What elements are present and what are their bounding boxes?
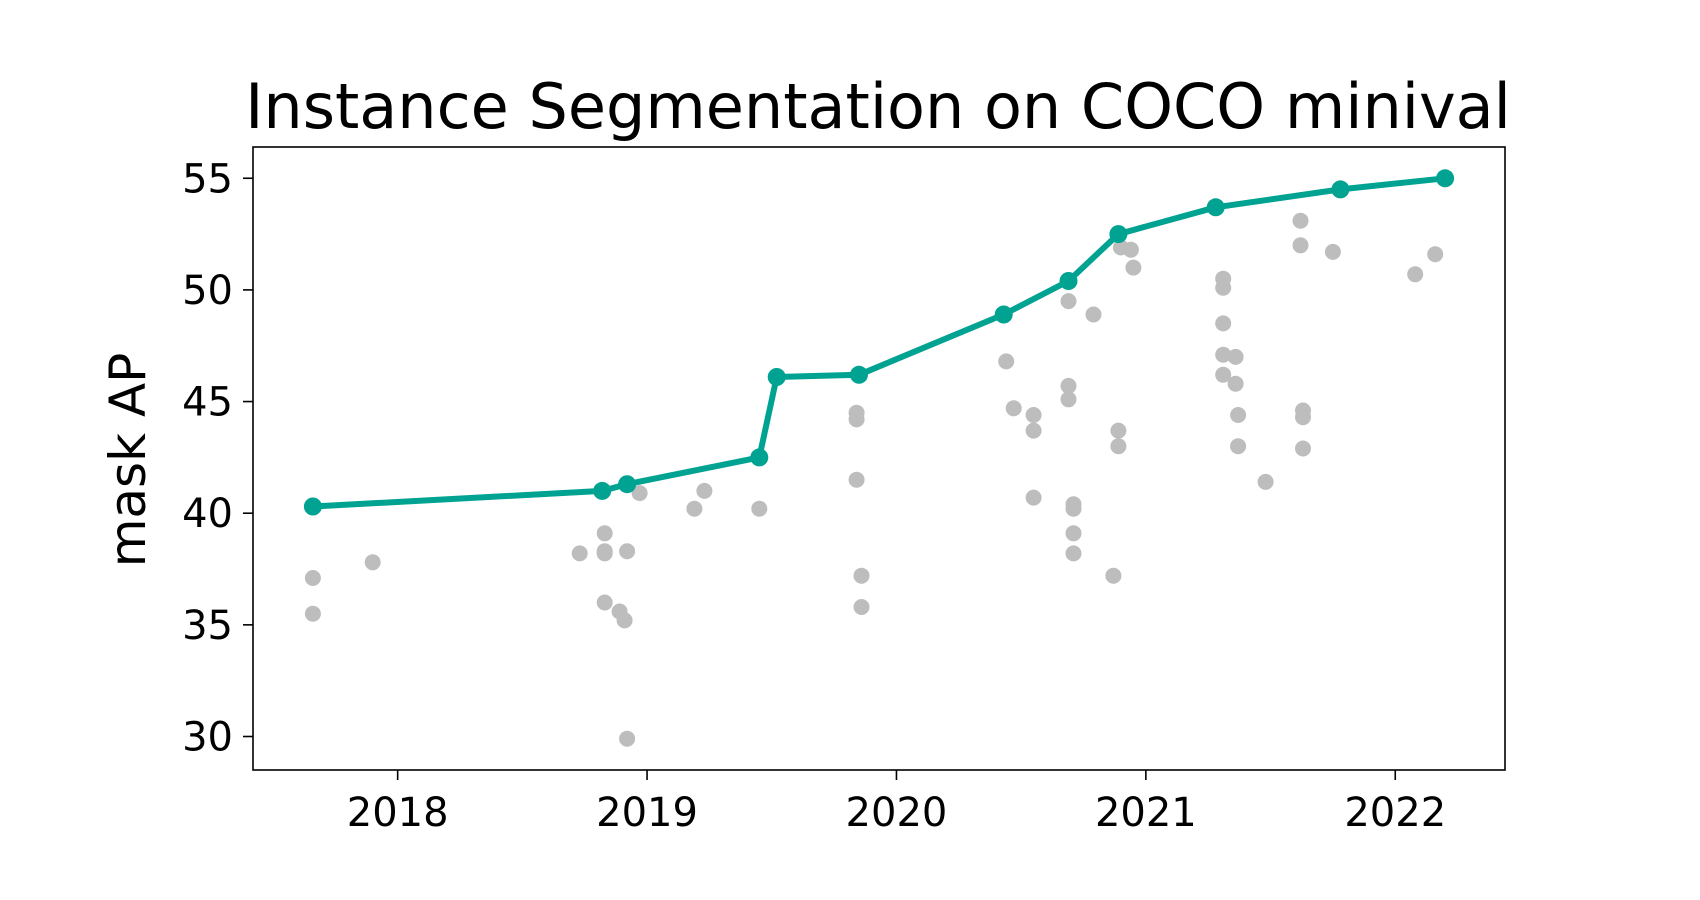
- scatter-point: [1122, 241, 1139, 258]
- scatter-point: [1060, 377, 1077, 394]
- scatter-point: [1230, 407, 1247, 423]
- scatter-point: [1085, 306, 1102, 323]
- scatter-point: [304, 605, 321, 622]
- frontier-point: [618, 475, 637, 494]
- scatter-point: [1227, 375, 1244, 392]
- x-tick-label: 2021: [1095, 790, 1197, 836]
- scatter-point: [1215, 346, 1232, 363]
- x-tick-label: 2020: [846, 790, 948, 836]
- scatter-point: [1227, 348, 1244, 365]
- scatter-point: [596, 543, 613, 560]
- scatter-point: [1215, 279, 1232, 296]
- frontier-point: [303, 497, 322, 516]
- scatter-point: [1105, 567, 1122, 584]
- y-axis-label: mask AP: [99, 353, 157, 568]
- scatter-point: [1215, 315, 1232, 332]
- scatter-point: [596, 525, 613, 542]
- scatter-point: [1257, 473, 1274, 490]
- frontier-line: [309, 175, 1449, 510]
- scatter-point: [686, 500, 703, 517]
- scatter-point: [848, 471, 865, 488]
- y-tick-label: 30: [182, 715, 233, 761]
- scatter-point: [1215, 366, 1232, 383]
- chart-title: Instance Segmentation on COCO minival: [245, 70, 1511, 143]
- scatter-point: [1025, 407, 1042, 423]
- scatter-point: [1065, 500, 1082, 517]
- frontier-point: [767, 368, 786, 386]
- x-tick-label: 2018: [347, 790, 449, 836]
- scatter-point: [853, 599, 870, 615]
- scatter-point: [596, 594, 613, 611]
- scatter-point: [1110, 438, 1127, 455]
- scatter-point: [1125, 259, 1142, 276]
- scatter-point: [696, 482, 713, 499]
- scatter-point: [1292, 237, 1309, 254]
- scatter-point: [616, 612, 633, 629]
- frontier-point: [1436, 169, 1455, 188]
- frontier-point: [593, 481, 612, 500]
- scatter-point: [853, 567, 870, 584]
- scatter-point: [1407, 266, 1424, 283]
- scatter-point: [1060, 293, 1077, 310]
- y-tick-label: 40: [182, 491, 233, 537]
- scatter-point: [1065, 545, 1082, 562]
- scatter-point: [1110, 422, 1127, 439]
- y-axis: 30 35 40 45 50 55: [182, 156, 253, 761]
- y-tick-label: 45: [182, 380, 233, 426]
- x-axis: 2018 2019 2020 2021 2022: [347, 770, 1446, 836]
- y-tick-label: 50: [182, 268, 233, 314]
- scatter-point: [998, 353, 1015, 370]
- x-tick-label: 2019: [596, 790, 698, 836]
- scatter-point: [1427, 246, 1444, 263]
- frontier-point: [994, 305, 1013, 324]
- scatter-point: [1065, 525, 1082, 542]
- plot-area: [303, 169, 1455, 747]
- x-tick-label: 2022: [1344, 790, 1446, 836]
- scatter-point: [751, 500, 768, 517]
- frontier-point: [750, 448, 769, 467]
- scatter-point: [571, 545, 588, 562]
- scatter-point: [1060, 391, 1077, 408]
- frontier-point: [1206, 198, 1225, 217]
- scatter-point: [1292, 212, 1309, 229]
- scatter-point: [1230, 438, 1247, 455]
- y-tick-label: 35: [182, 603, 233, 649]
- frontier-point: [1059, 272, 1078, 290]
- scatter-point: [1025, 422, 1042, 439]
- scatter-point: [1324, 243, 1341, 260]
- scatter-point: [304, 570, 321, 586]
- scatter-point: [619, 543, 636, 560]
- scatter-point: [1005, 400, 1022, 417]
- scatter-point: [1025, 489, 1042, 506]
- scatter-point: [364, 554, 381, 571]
- y-tick-label: 55: [182, 156, 233, 202]
- frontier-point: [1109, 225, 1128, 244]
- scatter-point: [1295, 409, 1311, 426]
- scatter-point: [848, 411, 865, 428]
- scatter-point: [1295, 440, 1311, 457]
- scatter-point: [631, 485, 648, 502]
- scatter-point: [619, 730, 636, 747]
- frontier-point: [1331, 180, 1350, 199]
- plot-frame: [252, 146, 1506, 771]
- frontier-point: [850, 365, 868, 384]
